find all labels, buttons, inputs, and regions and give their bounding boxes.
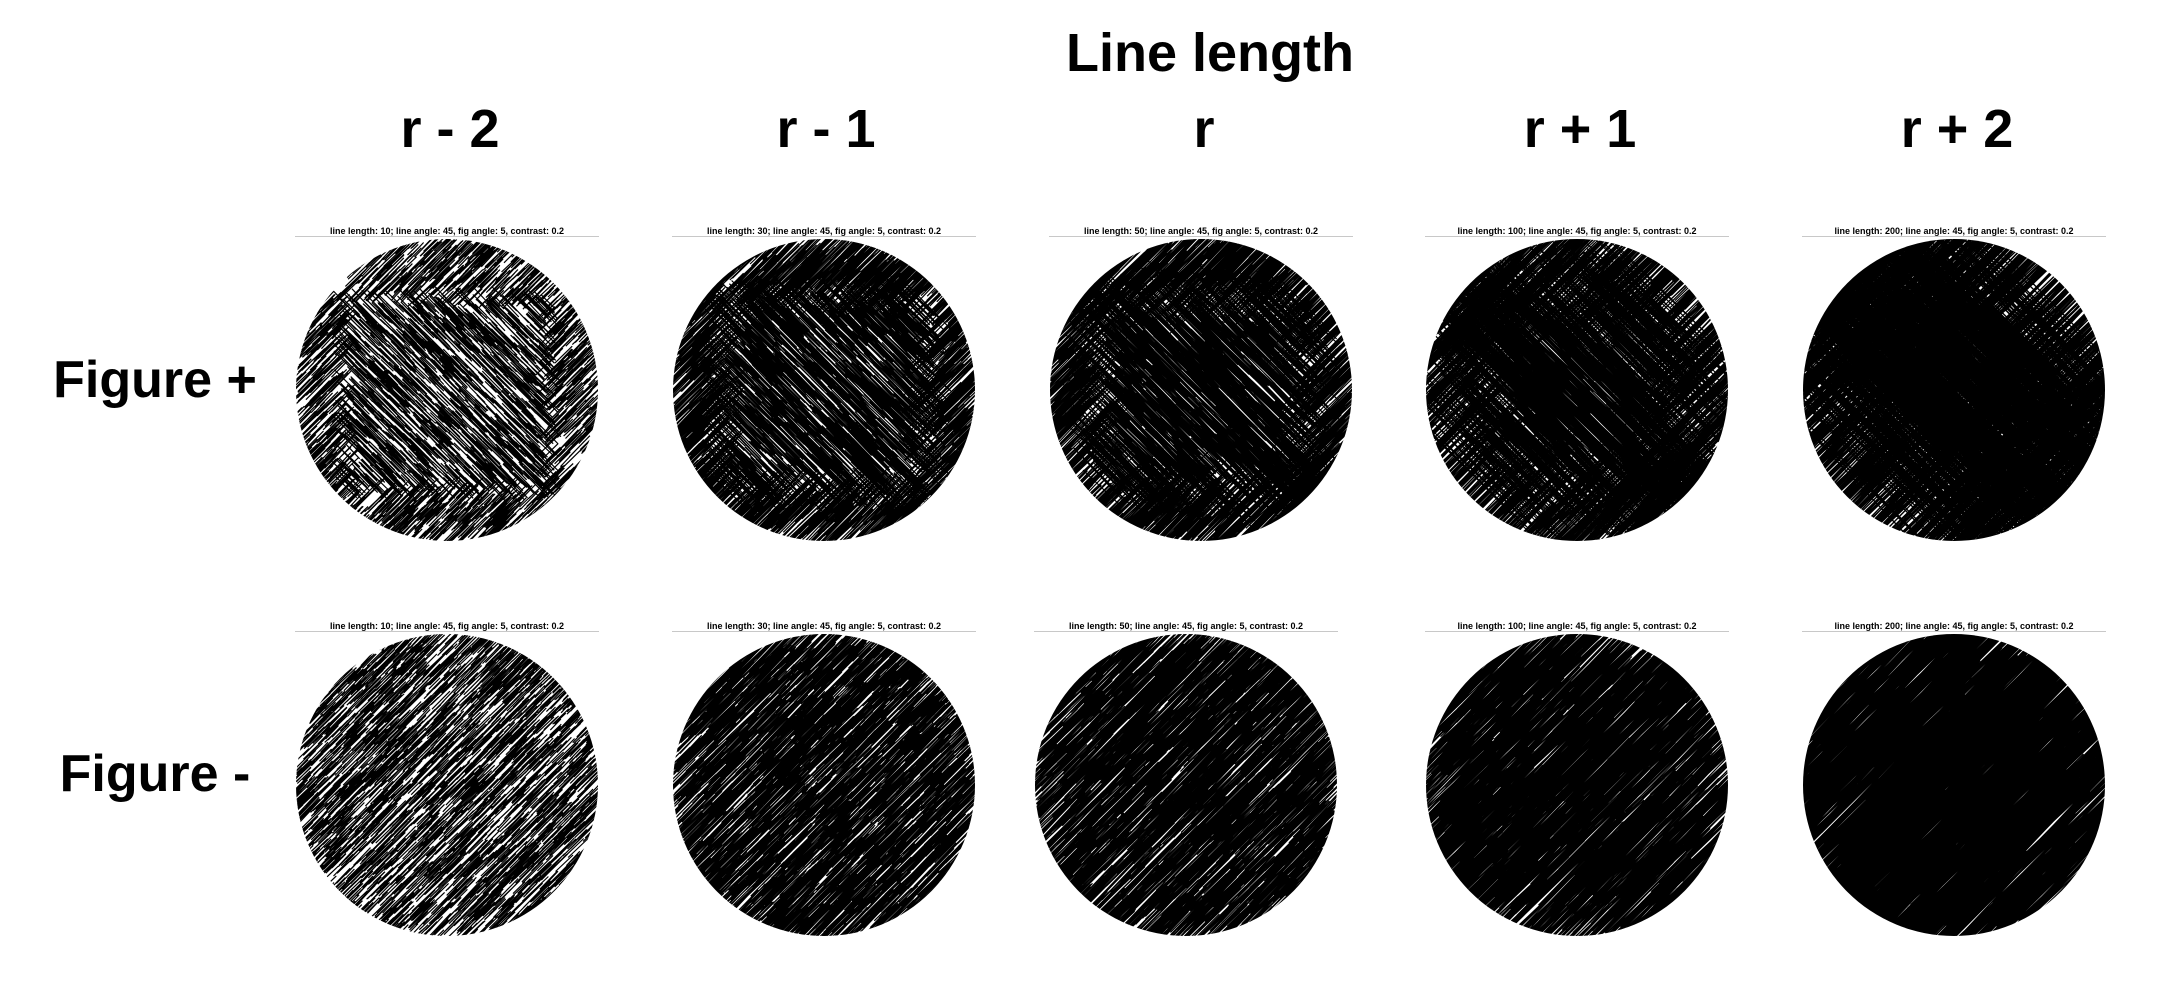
panel-divider xyxy=(295,631,599,632)
line-texture xyxy=(1803,239,2105,541)
column-heading-r-minus-2: r - 2 xyxy=(400,99,500,159)
panel-divider xyxy=(1802,236,2106,237)
stimulus-panel: line length: 50; line angle: 45, fig ang… xyxy=(1034,621,1338,941)
column-heading-r: r xyxy=(1193,99,1215,159)
line-texture xyxy=(1426,239,1728,541)
row-label-figure-minus: Figure - xyxy=(59,745,251,803)
row-label-figure-plus: Figure + xyxy=(53,351,257,409)
panel-divider xyxy=(1802,631,2106,632)
panel-divider xyxy=(295,236,599,237)
stimulus-disc xyxy=(673,634,975,936)
column-heading-r-plus-1: r + 1 xyxy=(1523,99,1637,159)
stimulus-disc xyxy=(1050,239,1352,541)
panel-divider xyxy=(1034,631,1338,632)
panel-divider xyxy=(1425,236,1729,237)
column-heading-r-plus-2: r + 2 xyxy=(1900,99,2014,159)
stimulus-panel: line length: 50; line angle: 45, fig ang… xyxy=(1049,226,1353,546)
stimulus-disc xyxy=(1803,634,2105,936)
stimulus-disc xyxy=(1426,239,1728,541)
line-texture xyxy=(296,239,598,541)
stimulus-panel: line length: 200; line angle: 45, fig an… xyxy=(1802,621,2106,941)
stimulus-disc xyxy=(673,239,975,541)
panel-divider xyxy=(672,236,976,237)
panel-divider xyxy=(672,631,976,632)
panel-caption: line length: 30; line angle: 45, fig ang… xyxy=(706,226,942,236)
panel-caption: line length: 10; line angle: 45, fig ang… xyxy=(329,226,565,236)
column-heading-r-minus-1: r - 1 xyxy=(776,99,876,159)
stimulus-disc xyxy=(1426,634,1728,936)
stimulus-panel: line length: 30; line angle: 45, fig ang… xyxy=(672,621,976,941)
panel-divider xyxy=(1425,631,1729,632)
panel-caption: line length: 50; line angle: 45, fig ang… xyxy=(1083,226,1319,236)
panel-caption: line length: 200; line angle: 45, fig an… xyxy=(1834,621,2074,631)
line-texture xyxy=(673,239,975,541)
line-texture xyxy=(1050,239,1352,541)
stimulus-panel: line length: 30; line angle: 45, fig ang… xyxy=(672,226,976,546)
line-texture xyxy=(1803,634,2105,936)
line-texture xyxy=(1426,634,1728,936)
stimulus-panel: line length: 200; line angle: 45, fig an… xyxy=(1802,226,2106,546)
line-texture xyxy=(673,634,975,936)
stimulus-panel: line length: 10; line angle: 45, fig ang… xyxy=(295,226,599,546)
stimulus-panel: line length: 10; line angle: 45, fig ang… xyxy=(295,621,599,941)
panel-caption: line length: 30; line angle: 45, fig ang… xyxy=(706,621,942,631)
stimulus-disc xyxy=(1803,239,2105,541)
panel-caption: line length: 100; line angle: 45, fig an… xyxy=(1457,621,1697,631)
stimulus-panel: line length: 100; line angle: 45, fig an… xyxy=(1425,621,1729,941)
panel-caption: line length: 200; line angle: 45, fig an… xyxy=(1834,226,2074,236)
panel-caption: line length: 100; line angle: 45, fig an… xyxy=(1457,226,1697,236)
stimulus-panel: line length: 100; line angle: 45, fig an… xyxy=(1425,226,1729,546)
panel-caption: line length: 10; line angle: 45, fig ang… xyxy=(329,621,565,631)
stimulus-disc xyxy=(296,634,598,936)
panel-caption: line length: 50; line angle: 45, fig ang… xyxy=(1068,621,1304,631)
stimulus-disc xyxy=(1035,634,1337,936)
figure-title: Line length xyxy=(1066,23,1354,83)
panel-divider xyxy=(1049,236,1353,237)
line-texture xyxy=(296,634,598,936)
stimulus-disc xyxy=(296,239,598,541)
line-texture xyxy=(1035,634,1337,936)
